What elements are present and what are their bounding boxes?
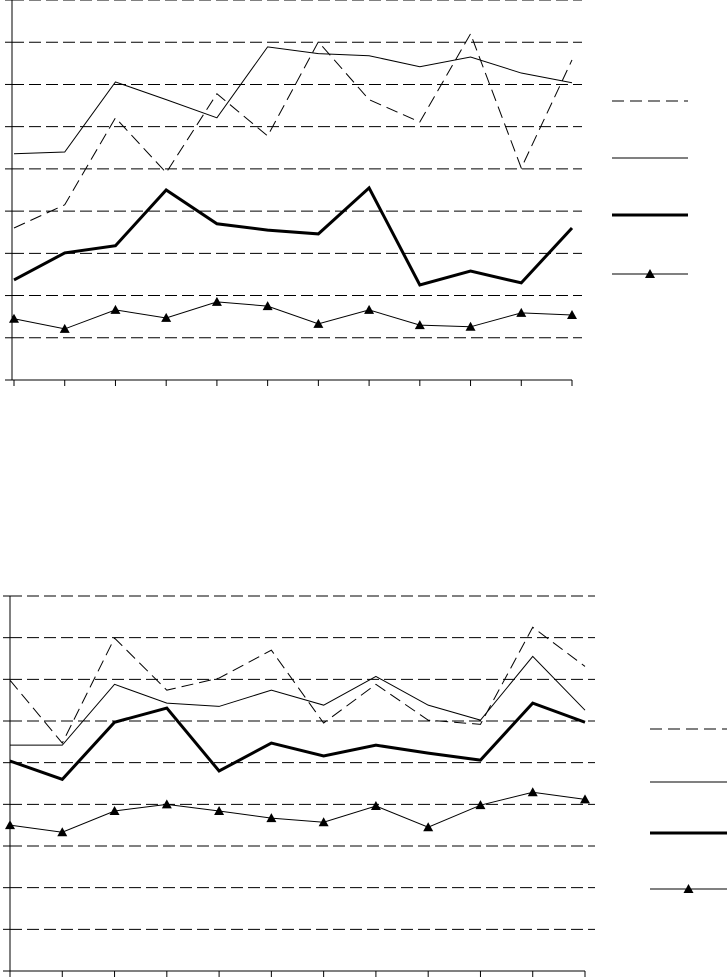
point-marker bbox=[266, 813, 277, 823]
series-line bbox=[9, 626, 586, 744]
point-marker bbox=[59, 323, 70, 333]
point-marker bbox=[109, 806, 120, 815]
point-marker bbox=[423, 822, 434, 832]
point-marker bbox=[516, 307, 527, 317]
series-line bbox=[9, 701, 586, 782]
point-marker bbox=[580, 794, 590, 804]
point-marker bbox=[161, 799, 172, 809]
point-marker bbox=[364, 304, 375, 314]
point-marker bbox=[567, 309, 577, 319]
series-line bbox=[10, 655, 586, 746]
point-marker bbox=[9, 313, 19, 323]
legend-marker bbox=[645, 269, 655, 278]
series-line bbox=[13, 301, 573, 330]
point-marker bbox=[414, 320, 425, 330]
point-marker bbox=[214, 806, 225, 815]
point-marker bbox=[262, 301, 273, 311]
point-marker bbox=[465, 321, 476, 331]
point-marker bbox=[161, 312, 172, 322]
series-line bbox=[13, 185, 574, 287]
point-marker bbox=[110, 304, 121, 314]
point-marker bbox=[318, 817, 329, 827]
point-marker bbox=[211, 296, 222, 306]
point-marker bbox=[57, 827, 68, 837]
series-line bbox=[9, 791, 586, 833]
legend-marker bbox=[683, 884, 694, 893]
series-line bbox=[13, 32, 573, 229]
series-line bbox=[13, 46, 573, 155]
point-marker bbox=[313, 318, 324, 328]
point-marker bbox=[370, 801, 381, 810]
point-marker bbox=[475, 800, 486, 810]
point-marker bbox=[5, 820, 15, 830]
point-marker bbox=[527, 787, 538, 797]
